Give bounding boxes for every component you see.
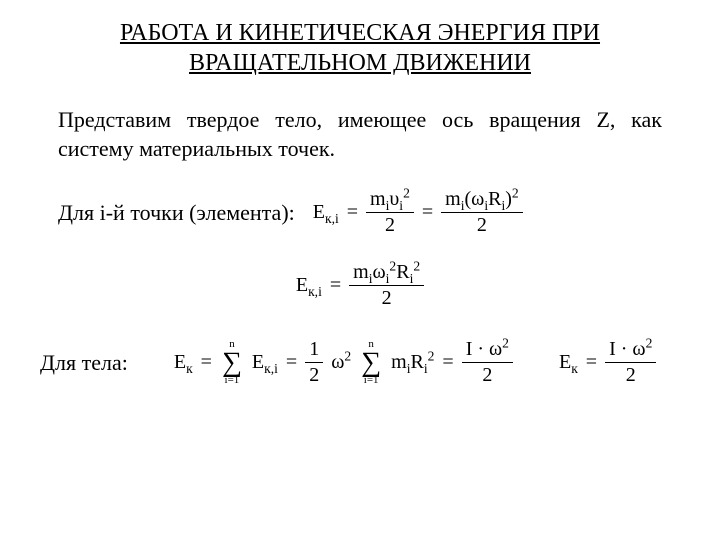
slide: РАБОТА И КИНЕТИЧЕСКАЯ ЭНЕРГИЯ ПРИ ВРАЩАТ… — [0, 0, 720, 388]
sum-2: n ∑ i=1 — [361, 339, 381, 386]
frac-mv2: miυi2 2 — [366, 187, 414, 238]
row-body-formula: Для тела: Eк = n ∑ i=1 Eк,i = 1 2 ω2 n ∑… — [40, 337, 680, 388]
den: 2 — [622, 363, 640, 388]
num: miυi2 — [366, 187, 414, 213]
frac-Iw2-final: I · ω2 2 — [605, 337, 656, 388]
eq-sign: = — [286, 351, 297, 374]
formula-eki-1: Eк,i = miυi2 2 = mi(ωiRi)2 2 — [313, 187, 523, 238]
formula-ek-final: Eк = I · ω2 2 — [559, 337, 656, 388]
row-eki-expanded: Eк,i = miωi2Ri2 2 — [40, 260, 680, 311]
sub-k: к — [571, 361, 578, 376]
formula-ek-sum: Eк = n ∑ i=1 Eк,i = 1 2 ω2 n ∑ i=1 miRi2… — [174, 337, 513, 388]
sub-k: к — [186, 361, 193, 376]
sym-E: E — [296, 274, 308, 296]
num: 1 — [305, 337, 323, 363]
eq-sign: = — [347, 201, 358, 224]
den: 2 — [305, 363, 323, 388]
sub-ki: к,i — [325, 211, 339, 226]
den: 2 — [381, 213, 399, 238]
frac-mw2r2: miωi2Ri2 2 — [349, 260, 424, 311]
sym-E: E — [559, 351, 571, 373]
omega-sq: ω2 — [331, 351, 351, 374]
label-for-point: Для i-й точки (элемента): — [58, 200, 295, 226]
eq-sign: = — [442, 351, 453, 374]
num: miωi2Ri2 — [349, 260, 424, 286]
sym-E: E — [252, 351, 264, 373]
sum-1: n ∑ i=1 — [222, 339, 242, 386]
formula-eki-2: Eк,i = miωi2Ri2 2 — [296, 260, 424, 311]
frac-mwr2: mi(ωiRi)2 2 — [441, 187, 523, 238]
eq-sign: = — [330, 274, 341, 297]
frac-half: 1 2 — [305, 337, 323, 388]
num: I · ω2 — [605, 337, 656, 363]
miRi2: miRi2 — [391, 351, 434, 374]
sigma-icon: ∑ — [222, 350, 242, 375]
den: 2 — [473, 213, 491, 238]
eq-sign: = — [422, 201, 433, 224]
num: mi(ωiRi)2 — [441, 187, 523, 213]
sub-ki: к,i — [264, 361, 278, 376]
sum-lower: i=1 — [364, 375, 379, 386]
den: 2 — [378, 286, 396, 311]
intro-paragraph: Представим твердое тело, имеющее ось вра… — [58, 106, 662, 163]
eq-sign: = — [201, 351, 212, 374]
sym-E: E — [174, 351, 186, 373]
frac-Iw2: I · ω2 2 — [462, 337, 513, 388]
num: I · ω2 — [462, 337, 513, 363]
page-title: РАБОТА И КИНЕТИЧЕСКАЯ ЭНЕРГИЯ ПРИ ВРАЩАТ… — [40, 18, 680, 78]
sum-lower: i=1 — [225, 375, 240, 386]
sub-ki: к,i — [308, 284, 322, 299]
den: 2 — [478, 363, 496, 388]
sigma-icon: ∑ — [361, 350, 381, 375]
eq-sign: = — [586, 351, 597, 374]
sym-E: E — [313, 201, 325, 223]
row-point-formula: Для i-й точки (элемента): Eк,i = miυi2 2… — [58, 187, 662, 238]
label-for-body: Для тела: — [40, 350, 128, 376]
